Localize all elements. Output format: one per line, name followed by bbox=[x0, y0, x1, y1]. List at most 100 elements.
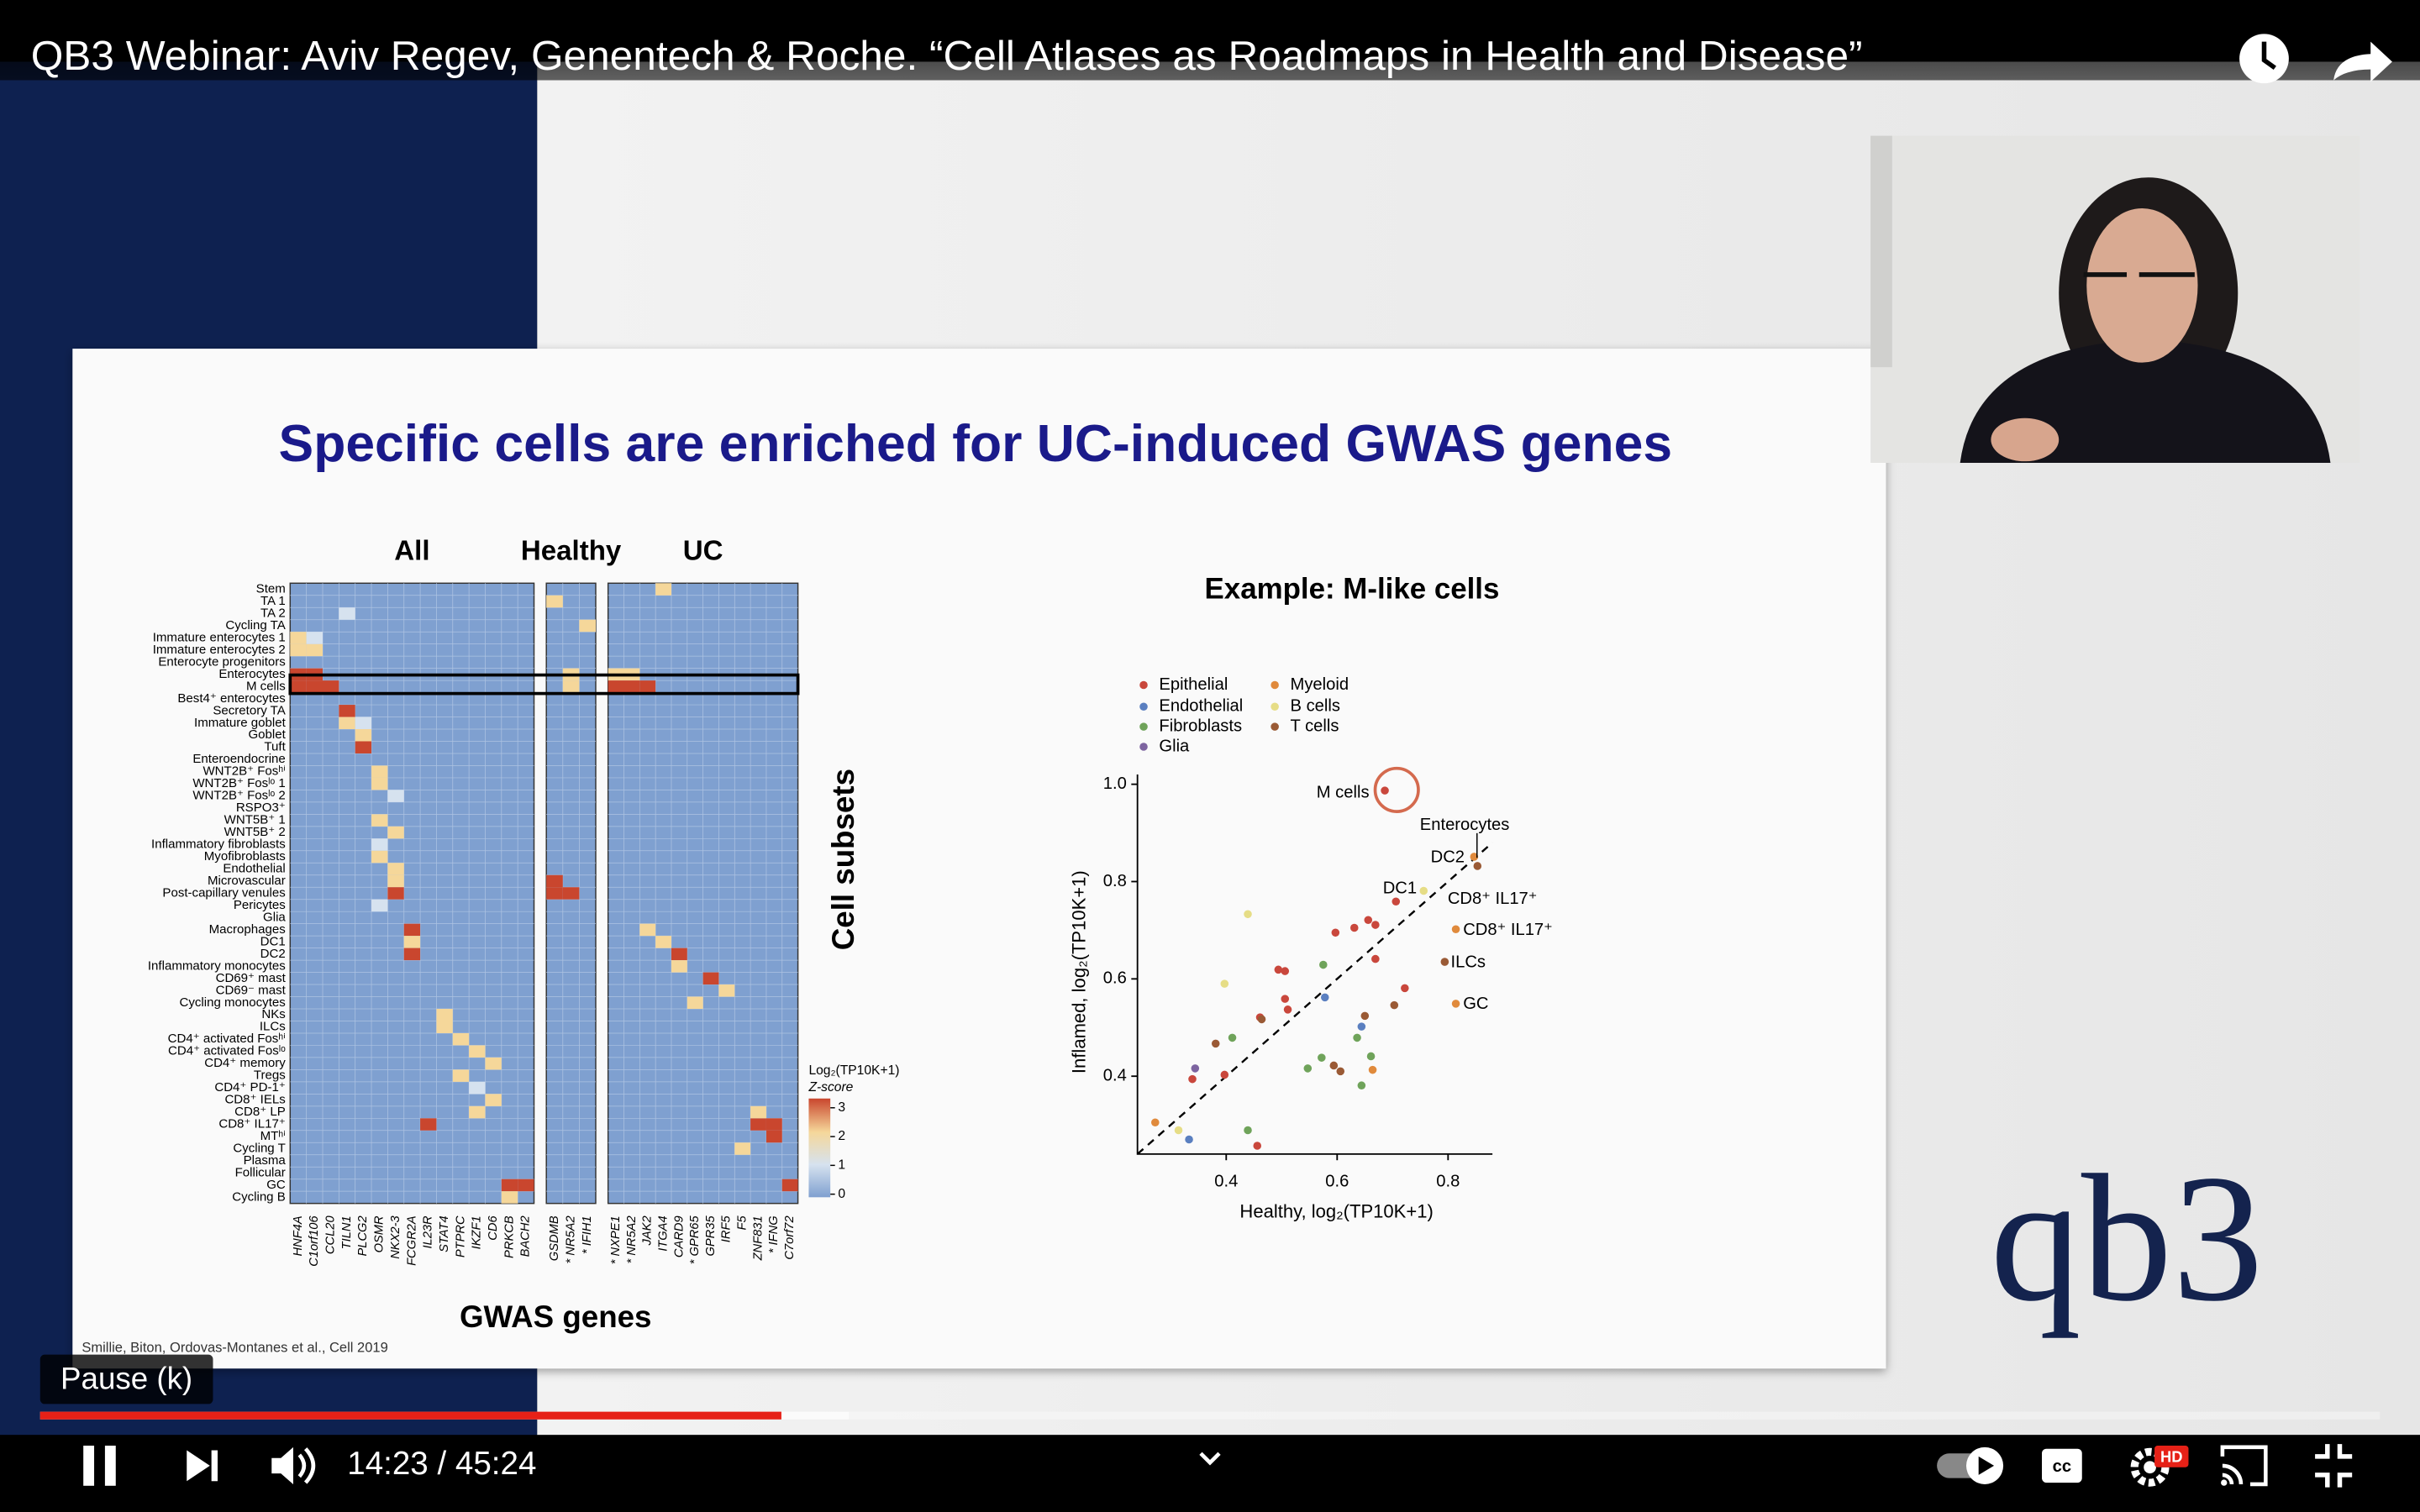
heat-cell bbox=[387, 863, 404, 875]
heat-cell bbox=[339, 705, 355, 717]
legend-label: Glia bbox=[1159, 737, 1190, 755]
heat-cell bbox=[501, 1191, 518, 1204]
point bbox=[1371, 954, 1380, 963]
point bbox=[1353, 1033, 1361, 1042]
point bbox=[1390, 1000, 1399, 1010]
exit-fullscreen-button[interactable] bbox=[2315, 1444, 2353, 1488]
video-title[interactable]: QB3 Webinar: Aviv Regev, Genentech & Roc… bbox=[31, 32, 1863, 79]
top-bar bbox=[0, 0, 2420, 81]
point-annotation: CD8⁺ IL17⁺ bbox=[1448, 890, 1538, 908]
tooltip-text: Pause (k) bbox=[60, 1362, 192, 1396]
x-axis-label: Healthy, log₂(TP10K+1) bbox=[1239, 1201, 1433, 1222]
point bbox=[1321, 993, 1329, 1002]
pause-button[interactable] bbox=[83, 1446, 116, 1486]
heat-cell bbox=[469, 1105, 486, 1119]
heat-cell bbox=[355, 741, 372, 753]
heat-cell bbox=[323, 680, 339, 693]
progress-track[interactable] bbox=[39, 1411, 2381, 1420]
point bbox=[1401, 984, 1409, 993]
gene-label: C1orf106 bbox=[308, 1215, 321, 1267]
gene-label: C7orf72 bbox=[783, 1215, 797, 1259]
heat-cell bbox=[355, 717, 372, 730]
row-label: Tuft bbox=[264, 740, 286, 754]
point bbox=[1319, 960, 1328, 969]
webcam-frame bbox=[1870, 135, 1892, 368]
gene-label: * GPR65 bbox=[688, 1215, 702, 1265]
heat-cell bbox=[562, 887, 580, 900]
heat-cell bbox=[403, 936, 421, 948]
point bbox=[1281, 967, 1290, 975]
legend-label: Endothelial bbox=[1159, 697, 1243, 716]
point bbox=[1440, 958, 1449, 966]
point bbox=[1368, 1065, 1377, 1074]
heat-cell bbox=[639, 923, 656, 937]
heat-cell bbox=[562, 680, 580, 693]
heat-cell bbox=[579, 619, 596, 633]
next-button[interactable] bbox=[187, 1450, 218, 1482]
cc-button[interactable]: cc bbox=[2042, 1448, 2082, 1483]
volume-button[interactable] bbox=[271, 1446, 316, 1484]
point bbox=[1283, 1005, 1292, 1014]
heat-cell bbox=[371, 838, 388, 851]
gene-label: HNF4A bbox=[292, 1215, 305, 1256]
gene-label: * IFNG bbox=[767, 1215, 781, 1253]
point bbox=[1451, 1000, 1460, 1008]
gene-label: * NR5A2 bbox=[625, 1215, 639, 1263]
heat-cell bbox=[518, 1179, 534, 1192]
row-label: Cycling B bbox=[232, 1189, 286, 1204]
point bbox=[1228, 1033, 1237, 1042]
row-label: CD8⁺ IELs bbox=[224, 1093, 285, 1107]
row-label: TA 2 bbox=[260, 606, 286, 620]
row-label: Tregs bbox=[254, 1068, 286, 1083]
citation: Smillie, Biton, Ordovas-Montanes et al.,… bbox=[82, 1340, 387, 1356]
heat-cell bbox=[306, 643, 324, 657]
heat-cell bbox=[485, 1057, 502, 1070]
chevron[interactable] bbox=[1199, 1452, 1221, 1466]
heat-cell bbox=[306, 632, 324, 644]
gene-label: IRF5 bbox=[720, 1215, 734, 1243]
point-annotation: CD8⁺ IL17⁺ bbox=[1463, 921, 1553, 939]
y-tick-label: 0.6 bbox=[1103, 969, 1127, 988]
legend-label: B cells bbox=[1291, 697, 1340, 716]
point bbox=[1244, 1126, 1252, 1135]
row-label: Macrophages bbox=[209, 922, 286, 937]
settings-button[interactable] bbox=[2130, 1446, 2189, 1487]
share-icon[interactable] bbox=[2333, 41, 2392, 82]
gene-label: PLCG2 bbox=[356, 1215, 370, 1256]
row-label: Follicular bbox=[235, 1165, 286, 1179]
hand bbox=[1991, 417, 2060, 462]
row-label: Enteroendocrine bbox=[192, 752, 285, 766]
heat-cell bbox=[546, 595, 563, 608]
point bbox=[1244, 910, 1252, 919]
row-label: Secretory TA bbox=[213, 703, 285, 717]
row-label: Goblet bbox=[248, 727, 286, 742]
colorbar-subtitle: Z-score bbox=[808, 1080, 853, 1095]
legend-marker bbox=[1139, 680, 1148, 690]
gene-label: JAK2 bbox=[641, 1215, 655, 1246]
row-label: Inflammatory fibroblasts bbox=[151, 837, 286, 852]
scatter: 0.4 0.6 0.8 0.4 0.6 0.8 1.0 Epithelial Endotheli… bbox=[1103, 675, 1553, 1190]
heat-cell bbox=[371, 765, 388, 778]
row-label: Inflammatory monocytes bbox=[148, 958, 286, 973]
heat-cell bbox=[387, 887, 404, 900]
point-annotation: DC2 bbox=[1431, 848, 1465, 867]
scatter-title: Example: M-like cells bbox=[1205, 573, 1500, 606]
m-cells-ring bbox=[1373, 766, 1420, 813]
watch-later-icon[interactable] bbox=[2239, 34, 2289, 84]
heat-cell bbox=[290, 680, 307, 693]
heat-cell bbox=[403, 948, 421, 961]
gene-label: PTPRC bbox=[454, 1215, 467, 1257]
point bbox=[1151, 1118, 1160, 1127]
point bbox=[1185, 1135, 1193, 1144]
x-tick-label: 0.4 bbox=[1214, 1172, 1238, 1190]
heat-cell bbox=[387, 874, 404, 888]
heat-cell bbox=[671, 948, 687, 961]
row-label: CD4⁺ memory bbox=[204, 1056, 286, 1070]
gene-label: STAT4 bbox=[438, 1215, 451, 1252]
cast-button[interactable] bbox=[2220, 1445, 2268, 1487]
autoplay-toggle[interactable] bbox=[1937, 1446, 2004, 1484]
point bbox=[1211, 1039, 1220, 1048]
heat-cell bbox=[765, 1130, 782, 1143]
gene-label: OSMR bbox=[373, 1215, 387, 1252]
